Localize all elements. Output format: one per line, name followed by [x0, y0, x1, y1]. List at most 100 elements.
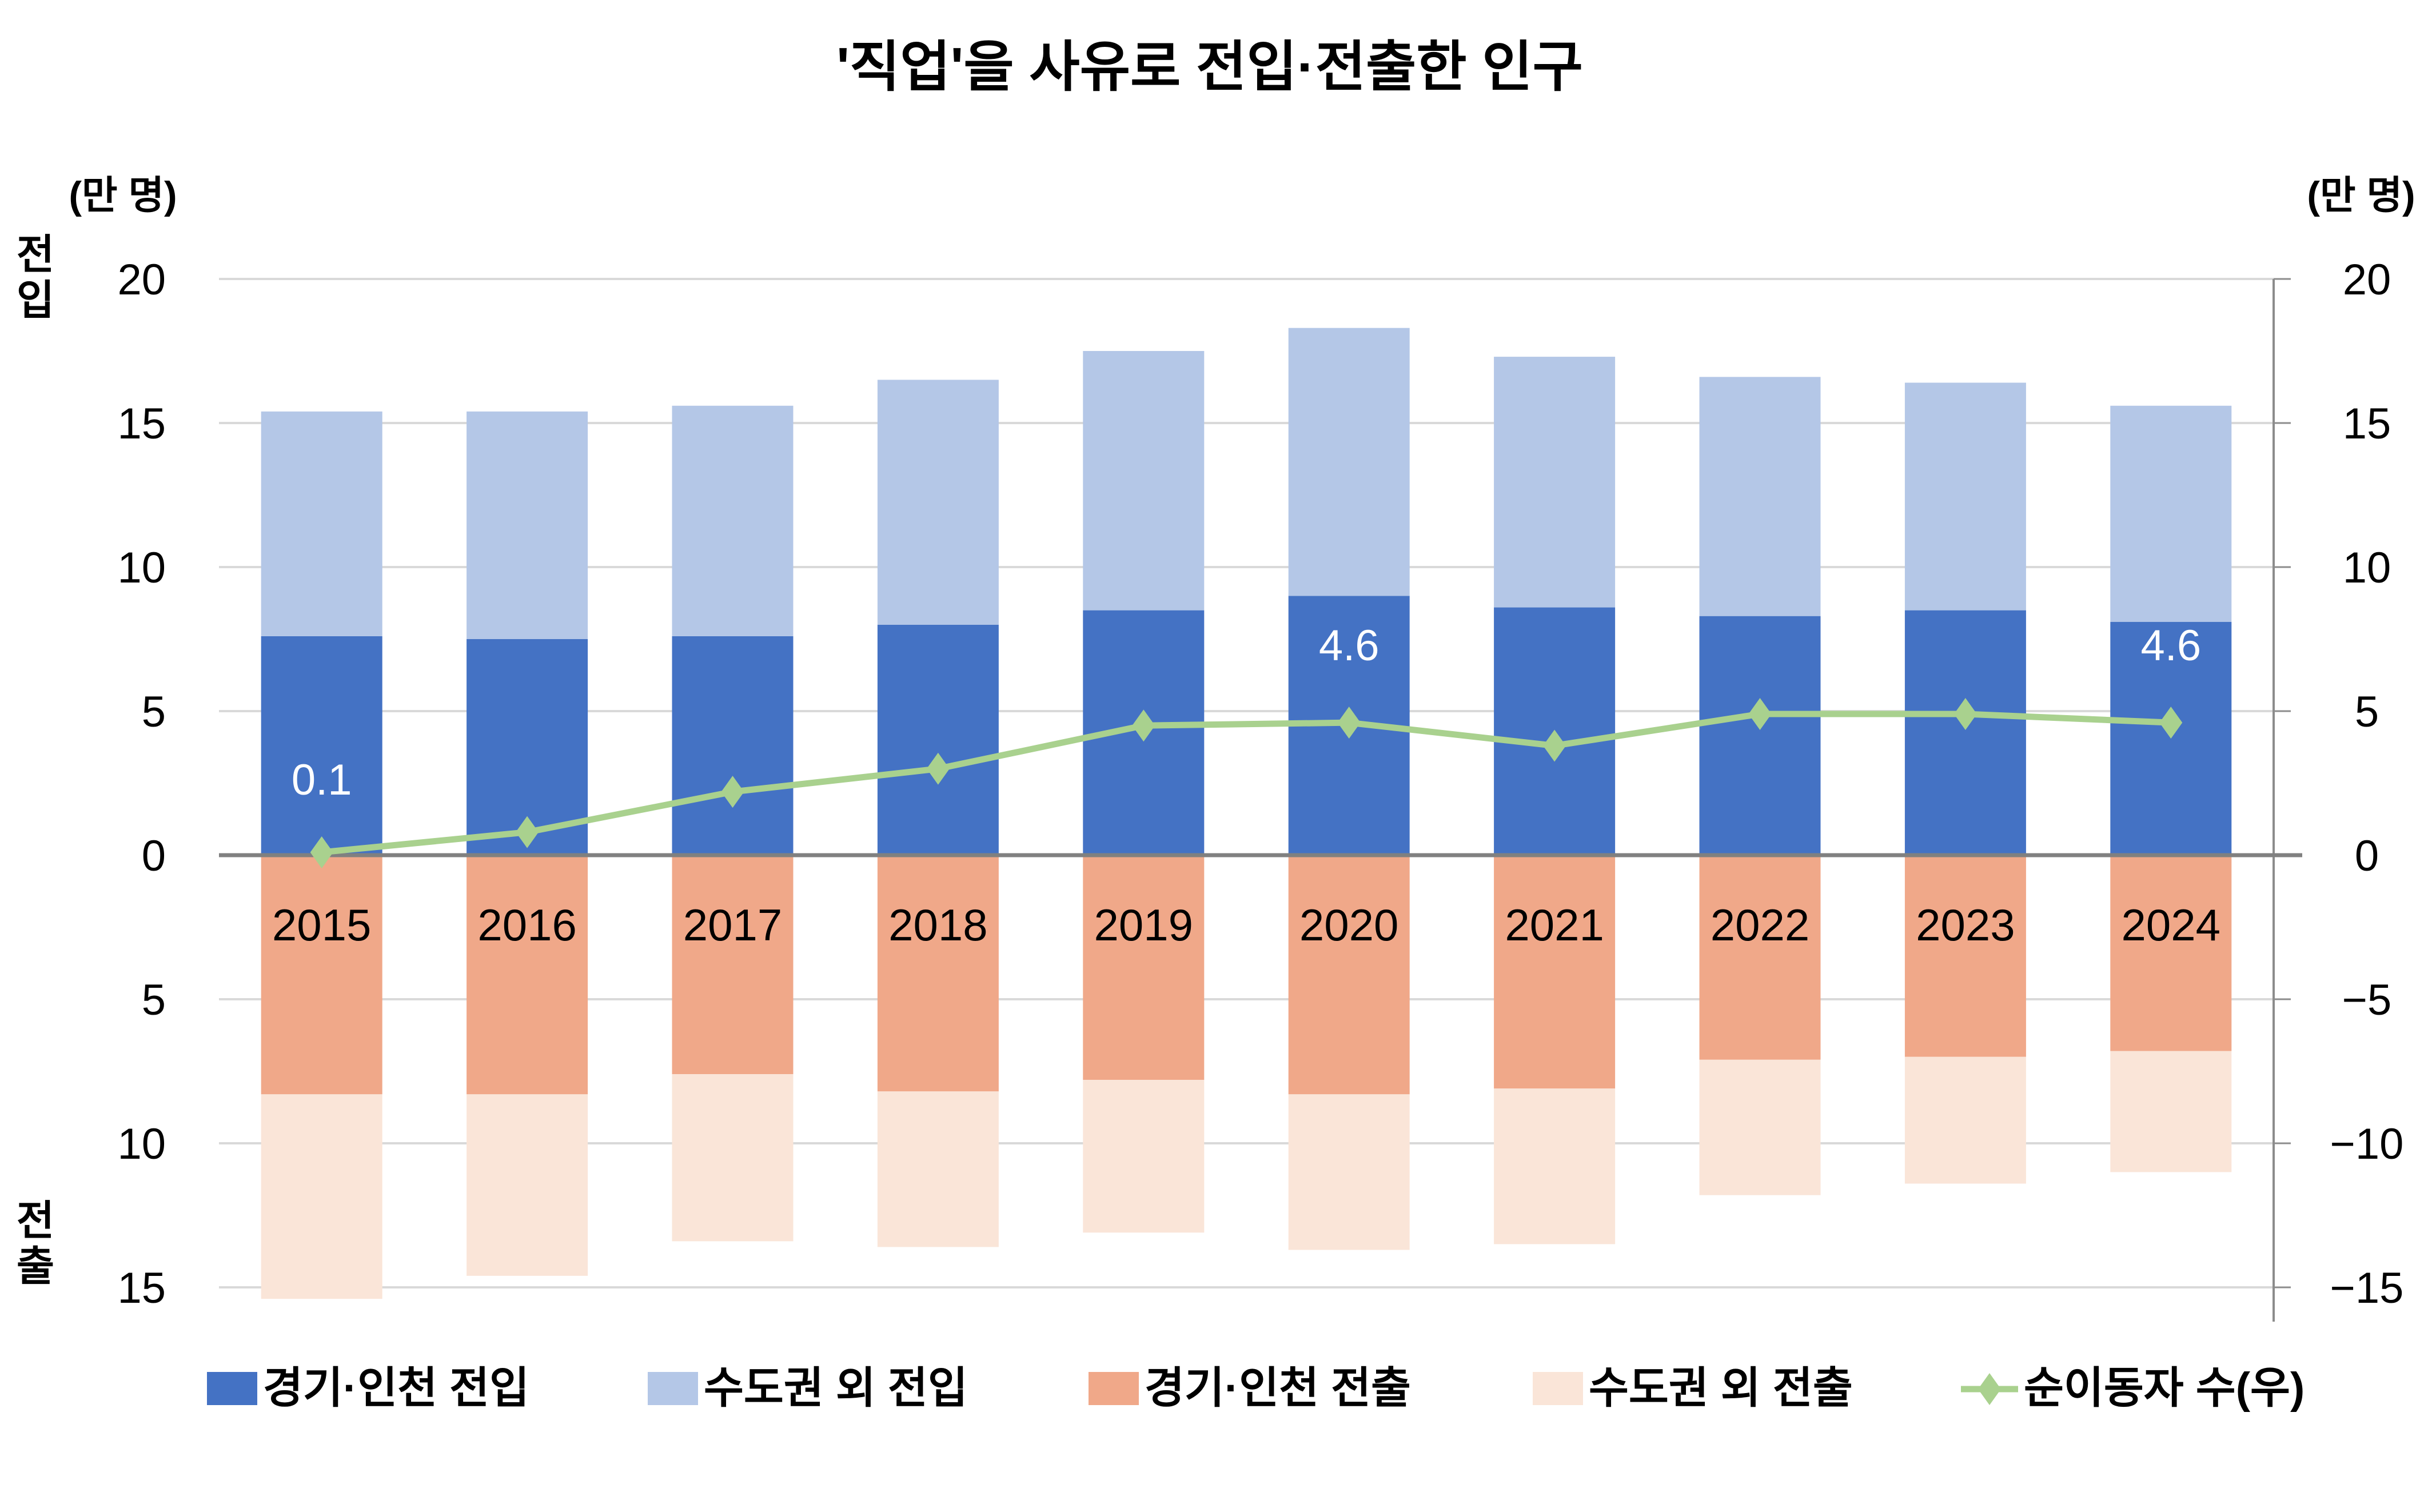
bar-segment-outflow	[261, 1094, 382, 1299]
category-label: 2023	[1916, 900, 2015, 950]
legend-swatch	[207, 1372, 257, 1405]
right-tick-label: 20	[2343, 256, 2391, 304]
line-marker-diamond	[721, 776, 744, 808]
line-path	[321, 711, 2171, 856]
data-label: 4.6	[1319, 621, 1380, 670]
right-unit-label: (만 명)	[2307, 174, 2415, 217]
category-label: 2020	[1299, 900, 1399, 950]
category-label: 2016	[477, 900, 577, 950]
bar-segment-outflow	[1288, 855, 1410, 1095]
bar-segment-inflow	[261, 636, 382, 855]
bar-segment-outflow	[1494, 1088, 1616, 1244]
right-tick-label: 10	[2343, 544, 2391, 592]
legend-label: 경기·인천 전출	[1145, 1364, 1411, 1413]
legend-label: 순이동자 수(우)	[2024, 1364, 2305, 1413]
category-label: 2017	[683, 900, 783, 950]
bar-segment-outflow	[261, 855, 382, 1095]
bar-segment-inflow	[1288, 328, 1410, 596]
bar-segment-outflow	[467, 1094, 588, 1276]
bar-segment-inflow	[261, 411, 382, 636]
category-label: 2015	[272, 900, 372, 950]
right-tick-label: 15	[2343, 400, 2391, 448]
bar-segment-outflow	[672, 1074, 794, 1242]
bar-segment-outflow	[1288, 1094, 1410, 1250]
bar-segment-outflow	[672, 855, 794, 1075]
data-labels: 0.1 4.6 4.6	[292, 621, 2201, 804]
category-label: 2018	[888, 900, 988, 950]
left-axis: 20 15 10 5 0 5 10 15	[117, 256, 166, 1312]
line-marker-diamond	[926, 752, 950, 785]
legend-label: 경기·인천 전입	[263, 1364, 529, 1413]
bar-segment-outflow	[2110, 1051, 2232, 1172]
bar-segment-outflow	[1699, 855, 1821, 1060]
line-marker-diamond	[1748, 698, 1772, 731]
left-tick-label: 15	[117, 1264, 166, 1312]
line-marker-diamond	[2159, 707, 2183, 739]
left-tick-label: 15	[117, 400, 166, 448]
bar-segment-outflow	[2110, 855, 2232, 1051]
legend-label: 수도권 외 전입	[704, 1364, 968, 1413]
left-tick-label: 5	[142, 976, 166, 1024]
line-marker-diamond	[1337, 707, 1361, 739]
category-label: 2019	[1094, 900, 1194, 950]
line-marker-diamond	[1132, 709, 1155, 742]
outflow-axis-char: 전	[17, 1198, 54, 1244]
bar-segment-inflow	[1904, 382, 2026, 611]
bar-segment-inflow	[877, 380, 999, 625]
bar-segment-outflow	[877, 855, 999, 1092]
chart-title: '직업'을 사유로 전입·전출한 인구	[836, 37, 1583, 98]
bar-segment-inflow	[672, 405, 794, 636]
legend-swatch	[1533, 1372, 1583, 1405]
bar-segment-outflow	[1904, 1056, 2026, 1184]
data-label: 0.1	[292, 756, 352, 804]
right-tick-label: −15	[2330, 1264, 2404, 1312]
inflow-axis-char: 전	[17, 232, 54, 278]
bar-segment-outflow	[877, 1091, 999, 1247]
category-label: 2021	[1505, 900, 1604, 950]
bar-segment-outflow	[1494, 855, 1616, 1089]
bar-segment-inflow	[2110, 405, 2232, 622]
legend-swatch	[1089, 1372, 1139, 1405]
left-tick-label: 5	[142, 688, 166, 736]
legend-label: 수도권 외 전출	[1589, 1364, 1853, 1413]
inflow-axis-label: 전입	[17, 232, 54, 324]
left-tick-label: 10	[117, 1120, 166, 1168]
left-tick-label: 0	[142, 832, 166, 880]
bar-segment-outflow	[1083, 1080, 1205, 1233]
outflow-axis-char: 출	[17, 1244, 54, 1290]
line-marker-diamond	[310, 836, 333, 868]
line-marker-diamond	[516, 816, 539, 848]
right-tick-label: 0	[2355, 832, 2379, 880]
right-axis: 20 15 10 5 0 −5 −10 −15	[2273, 256, 2404, 1322]
net-migration-line	[310, 698, 2183, 868]
left-unit-label: (만 명)	[69, 174, 177, 217]
bar-segment-outflow	[467, 855, 588, 1095]
bar-segment-inflow	[1083, 351, 1205, 611]
bar-segment-outflow	[1904, 855, 2026, 1057]
bars	[261, 328, 2232, 1299]
legend: 경기·인천 전입 수도권 외 전입 경기·인천 전출 수도권 외 전출 순이동자 수(우…	[207, 1364, 2305, 1413]
outflow-axis-label: 전출	[17, 1198, 54, 1290]
data-label: 4.6	[2140, 621, 2201, 670]
bar-segment-inflow	[877, 624, 999, 855]
inflow-axis-char: 입	[17, 278, 54, 324]
bar-segment-outflow	[1083, 855, 1205, 1080]
legend-swatch	[648, 1372, 698, 1405]
left-tick-label: 10	[117, 544, 166, 592]
bar-segment-inflow	[467, 411, 588, 639]
bar-segment-inflow	[1904, 610, 2026, 855]
right-tick-label: −10	[2330, 1120, 2404, 1168]
category-label: 2022	[1711, 900, 1810, 950]
bar-segment-outflow	[1699, 1059, 1821, 1195]
bar-segment-inflow	[1699, 377, 1821, 616]
line-marker-diamond	[1543, 729, 1566, 762]
line-marker-diamond	[1953, 698, 1977, 731]
legend-diamond-icon	[1978, 1373, 2001, 1405]
left-tick-label: 20	[117, 256, 166, 304]
bar-segment-inflow	[1494, 357, 1616, 608]
right-tick-label: 5	[2355, 688, 2379, 736]
bar-segment-inflow	[672, 636, 794, 855]
right-tick-label: −5	[2342, 976, 2392, 1024]
bar-segment-inflow	[1699, 616, 1821, 855]
